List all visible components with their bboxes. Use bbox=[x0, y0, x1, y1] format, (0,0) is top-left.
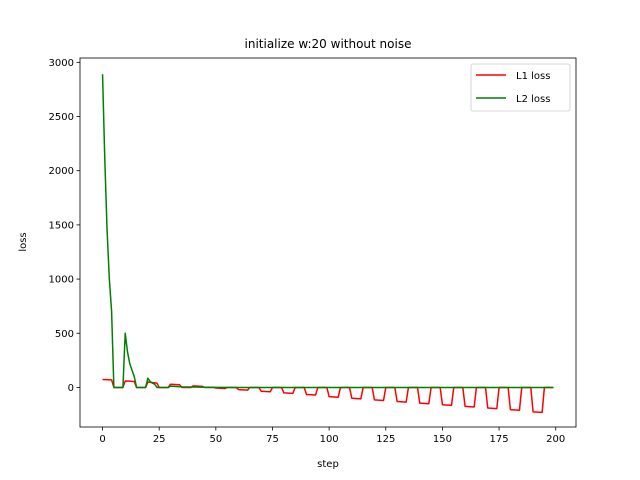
x-tick-label: 50 bbox=[209, 434, 222, 445]
legend-label: L1 loss bbox=[516, 71, 550, 82]
legend-label: L2 loss bbox=[516, 94, 550, 105]
x-axis: 0 25 50 75 100 125 150 175 200 bbox=[99, 427, 565, 445]
x-tick-label: 25 bbox=[153, 434, 166, 445]
x-tick-label: 175 bbox=[490, 434, 509, 445]
x-tick-label: 100 bbox=[320, 434, 339, 445]
y-tick-label: 1000 bbox=[49, 275, 74, 286]
x-tick-label: 125 bbox=[376, 434, 395, 445]
y-tick-label: 3000 bbox=[49, 58, 74, 69]
y-tick-label: 2000 bbox=[49, 166, 74, 177]
y-tick-label: 500 bbox=[55, 329, 74, 340]
x-tick-label: 150 bbox=[433, 434, 452, 445]
y-tick-label: 0 bbox=[68, 383, 74, 394]
plot-area bbox=[101, 74, 554, 414]
x-tick-label: 75 bbox=[266, 434, 279, 445]
legend: L1 loss L2 loss bbox=[470, 63, 571, 112]
y-axis: 0 500 1000 1500 2000 2500 3000 bbox=[49, 58, 80, 394]
y-tick-label: 1500 bbox=[49, 220, 74, 231]
axes-frame bbox=[79, 57, 577, 428]
series-line-l2-loss bbox=[101, 74, 554, 389]
x-axis-label: step bbox=[317, 459, 339, 470]
y-axis-label: loss bbox=[18, 232, 29, 251]
chart-title: initialize w:20 without noise bbox=[245, 37, 412, 51]
y-tick-label: 2500 bbox=[49, 112, 74, 123]
series-line-l1-loss bbox=[102, 378, 554, 414]
x-tick-label: 200 bbox=[546, 434, 565, 445]
x-tick-label: 0 bbox=[99, 434, 105, 445]
